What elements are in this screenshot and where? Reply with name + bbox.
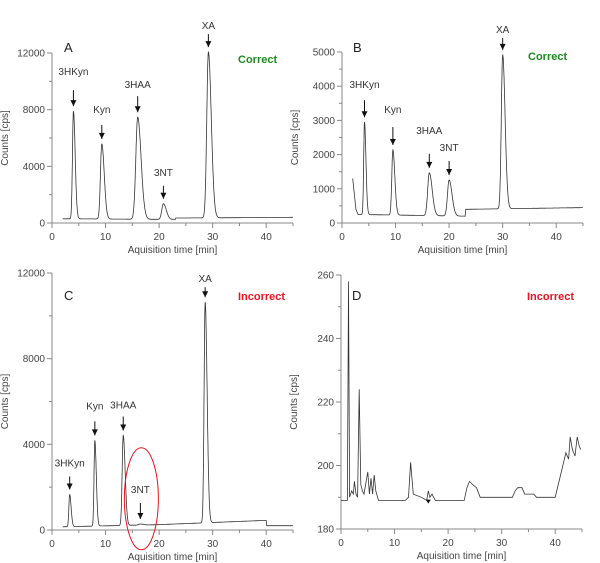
arrow-head-icon	[205, 41, 212, 48]
y-tick-label: 5000	[313, 48, 336, 59]
y-tick-label: 2000	[313, 150, 336, 161]
panel-B: 0 10 20 30 40 0 1000 2000 3000 4000 5000 Aquisition…	[290, 25, 584, 256]
arrow-head-icon	[70, 100, 77, 107]
peak-label-XA: XA	[202, 21, 216, 32]
x-tick-label: 40	[550, 538, 562, 549]
chromatogram-trace	[62, 302, 293, 528]
peak-label-Kyn: Kyn	[384, 105, 401, 116]
y-tick-label: 240	[317, 334, 334, 345]
y-tick-label: 12000	[17, 269, 45, 280]
panel-D: 0 10 20 30 40 180 200 220 240 260 Aquisition time …	[289, 271, 583, 562]
y-tick-label: 0	[39, 219, 45, 230]
x-tick-label: 20	[444, 232, 456, 243]
peak-label-Kyn: Kyn	[86, 401, 103, 412]
peak-label-3NT: 3NT	[154, 168, 173, 179]
y-tick-label: 4000	[23, 440, 46, 451]
arrow-head-icon	[389, 139, 396, 146]
status-label: Correct	[528, 51, 567, 63]
y-tick-label: 8000	[23, 354, 46, 365]
x-axis-label: Aquisition time [min]	[417, 551, 507, 562]
chromatogram-trace	[352, 54, 583, 217]
x-tick-label: 0	[339, 232, 345, 243]
x-axis-label: Aquisition time [min]	[128, 245, 218, 256]
y-tick-label: 4000	[313, 82, 336, 93]
peak-label-3HKyn: 3HKyn	[58, 67, 88, 78]
y-axis-label: Counts [cps]	[0, 373, 11, 429]
x-tick-label: 20	[154, 232, 166, 243]
x-tick-label: 40	[551, 232, 563, 243]
arrow-head-icon	[66, 483, 73, 490]
panel-letter: C	[64, 288, 73, 303]
y-tick-label: 1000	[313, 184, 336, 195]
x-tick-label: 0	[49, 539, 55, 550]
arrow-head-icon	[202, 291, 209, 298]
arrow-head-icon	[98, 132, 105, 139]
y-tick-label: 12000	[17, 49, 45, 60]
x-tick-label: 30	[207, 232, 219, 243]
y-axis-label: Counts [cps]	[290, 109, 301, 165]
y-axis-label: Counts [cps]	[289, 374, 300, 430]
peak-label-3HAA: 3HAA	[125, 80, 151, 91]
x-axis-label: Aquisition time [min]	[128, 552, 218, 563]
chromatogram-trace	[62, 50, 293, 220]
peak-label-XA: XA	[198, 274, 212, 285]
peak-label-3HKyn: 3HKyn	[55, 459, 85, 470]
panel-A: 0 10 20 30 40 0 4000 8000 12000 Aquisition time […	[0, 21, 294, 256]
status-label: Correct	[238, 54, 277, 66]
arrow-head-icon	[160, 192, 167, 199]
x-tick-label: 40	[261, 232, 273, 243]
y-tick-label: 0	[39, 526, 45, 537]
peak-label-3NT: 3NT	[440, 143, 459, 154]
y-tick-label: 220	[317, 398, 334, 409]
highlight-ellipse	[123, 447, 159, 551]
arrow-head-icon	[91, 429, 98, 436]
peak-label-3HAA: 3HAA	[110, 400, 136, 411]
peak-label-3HAA: 3HAA	[416, 126, 442, 137]
y-tick-label: 8000	[23, 105, 46, 116]
marker-arrow-icon	[425, 499, 431, 504]
panel-letter: D	[352, 288, 361, 303]
x-tick-label: 10	[390, 232, 402, 243]
y-tick-label: 4000	[23, 162, 46, 173]
y-tick-label: 180	[317, 525, 334, 536]
peak-label-3NT: 3NT	[131, 485, 150, 496]
arrow-head-icon	[137, 512, 144, 519]
arrow-head-icon	[499, 43, 506, 50]
panel-C: 0 10 20 30 40 0 4000 8000 12000 Aquisition time […	[0, 269, 294, 563]
peak-label-XA: XA	[496, 25, 510, 36]
panel-letter: B	[353, 40, 362, 55]
arrow-head-icon	[361, 111, 368, 118]
arrow-head-icon	[134, 106, 141, 113]
x-axis-label: Aquisition time [min]	[418, 245, 508, 256]
x-tick-label: 10	[100, 232, 112, 243]
arrow-head-icon	[426, 161, 433, 168]
y-tick-label: 260	[317, 271, 334, 282]
x-tick-label: 20	[443, 538, 455, 549]
status-label: Incorrect	[238, 291, 285, 303]
x-tick-label: 10	[100, 539, 112, 550]
panel-letter: A	[64, 40, 73, 55]
chromatogram-trace	[341, 281, 582, 502]
x-tick-label: 0	[49, 232, 55, 243]
y-tick-label: 3000	[313, 116, 336, 127]
x-tick-label: 0	[338, 538, 344, 549]
arrow-head-icon	[446, 168, 453, 175]
x-tick-label: 20	[154, 539, 166, 550]
status-label: Incorrect	[527, 291, 574, 303]
y-axis-label: Counts [cps]	[0, 110, 11, 166]
y-tick-label: 200	[317, 461, 334, 472]
x-tick-label: 40	[261, 539, 273, 550]
x-tick-label: 30	[496, 538, 508, 549]
peak-label-3HKyn: 3HKyn	[349, 80, 379, 91]
x-tick-label: 30	[497, 232, 509, 243]
x-tick-label: 30	[207, 539, 219, 550]
y-tick-label: 0	[329, 219, 335, 230]
peak-label-Kyn: Kyn	[93, 105, 110, 116]
arrow-head-icon	[120, 424, 127, 431]
x-tick-label: 10	[389, 538, 401, 549]
